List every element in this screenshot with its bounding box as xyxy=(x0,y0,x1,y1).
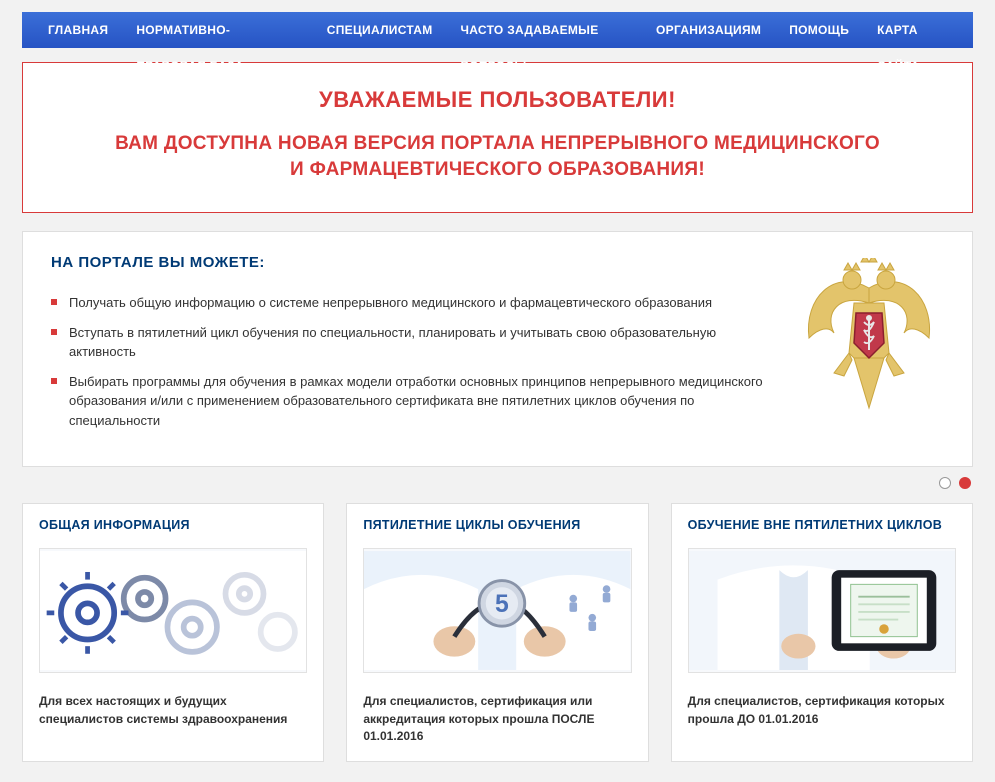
nav-item-specialists[interactable]: СПЕЦИАЛИСТАМ xyxy=(313,12,447,48)
banner-subtitle: ВАМ ДОСТУПНА НОВАЯ ВЕРСИЯ ПОРТАЛА НЕПРЕР… xyxy=(63,131,932,182)
ministry-emblem xyxy=(794,254,944,440)
card-desc: Для специалистов, сертификация которых п… xyxy=(688,693,956,728)
announcement-banner: УВАЖАЕМЫЕ ПОЛЬЗОВАТЕЛИ! ВАМ ДОСТУПНА НОВ… xyxy=(22,62,973,213)
slider-dot[interactable] xyxy=(939,477,951,489)
info-content: НА ПОРТАЛЕ ВЫ МОЖЕТЕ: Получать общую инф… xyxy=(51,254,794,440)
banner-title: УВАЖАЕМЫЕ ПОЛЬЗОВАТЕЛИ! xyxy=(63,87,932,113)
nav-item-home[interactable]: ГЛАВНАЯ xyxy=(34,12,122,48)
info-item: Выбирать программы для обучения в рамках… xyxy=(51,372,764,431)
nav-item-sitemap[interactable]: КАРТА САЙТА xyxy=(863,12,961,48)
card-image-gears xyxy=(39,548,307,673)
card-five-year[interactable]: ПЯТИЛЕТНИЕ ЦИКЛЫ ОБУЧЕНИЯ 5 xyxy=(346,503,648,762)
slider-dot-active[interactable] xyxy=(959,477,971,489)
svg-text:5: 5 xyxy=(495,591,509,618)
info-list: Получать общую информацию о системе непр… xyxy=(51,293,764,430)
nav-item-help[interactable]: ПОМОЩЬ xyxy=(775,12,863,48)
card-title: ПЯТИЛЕТНИЕ ЦИКЛЫ ОБУЧЕНИЯ xyxy=(363,518,631,534)
card-desc: Для всех настоящих и будущих специалисто… xyxy=(39,693,307,728)
card-outside-cycles[interactable]: ОБУЧЕНИЕ ВНЕ ПЯТИЛЕТНИХ ЦИКЛОВ xyxy=(671,503,973,762)
nav-item-faq[interactable]: ЧАСТО ЗАДАВАЕМЫЕ ВОПРОСЫ xyxy=(447,12,643,48)
info-title: НА ПОРТАЛЕ ВЫ МОЖЕТЕ: xyxy=(51,254,764,271)
card-image-doctor-tablet xyxy=(688,548,956,673)
info-panel: НА ПОРТАЛЕ ВЫ МОЖЕТЕ: Получать общую инф… xyxy=(22,231,973,467)
card-image-doctor-stethoscope: 5 xyxy=(363,548,631,673)
banner-line2: И ФАРМАЦЕВТИЧЕСКОГО ОБРАЗОВАНИЯ! xyxy=(290,159,705,180)
cards-row: ОБЩАЯ ИНФОРМАЦИЯ xyxy=(22,503,973,762)
info-item: Получать общую информацию о системе непр… xyxy=(51,293,764,313)
banner-line1: ВАМ ДОСТУПНА НОВАЯ ВЕРСИЯ ПОРТАЛА НЕПРЕР… xyxy=(115,133,880,154)
slider-dots xyxy=(0,477,971,489)
card-desc: Для специалистов, сертификация или аккре… xyxy=(363,693,631,745)
info-item: Вступать в пятилетний цикл обучения по с… xyxy=(51,323,764,362)
card-general-info[interactable]: ОБЩАЯ ИНФОРМАЦИЯ xyxy=(22,503,324,762)
card-title: ОБЩАЯ ИНФОРМАЦИЯ xyxy=(39,518,307,534)
nav-item-legal[interactable]: НОРМАТИВНО-ПРАВОВАЯ БАЗА xyxy=(122,12,312,48)
card-title: ОБУЧЕНИЕ ВНЕ ПЯТИЛЕТНИХ ЦИКЛОВ xyxy=(688,518,956,534)
main-nav: ГЛАВНАЯ НОРМАТИВНО-ПРАВОВАЯ БАЗА СПЕЦИАЛ… xyxy=(22,12,973,48)
nav-item-orgs[interactable]: ОРГАНИЗАЦИЯМ xyxy=(642,12,775,48)
